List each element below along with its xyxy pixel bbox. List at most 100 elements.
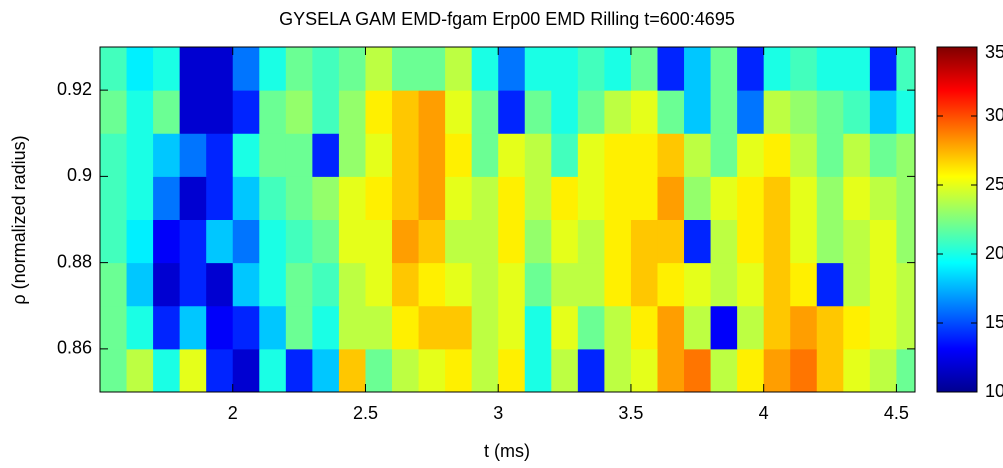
heatmap-cell — [710, 348, 738, 392]
heatmap-cell — [232, 47, 260, 91]
heatmap-cell — [684, 176, 712, 220]
heatmap-cell — [551, 90, 579, 134]
heatmap-cell — [710, 262, 738, 307]
heatmap-cell — [577, 47, 605, 91]
heatmap-cell — [498, 262, 526, 307]
heatmap-cell — [630, 47, 658, 91]
heatmap-cell — [153, 262, 181, 307]
heatmap-cell — [604, 176, 632, 220]
x-tick-label: 3.5 — [618, 403, 643, 423]
heatmap-cell — [179, 219, 207, 264]
heatmap-cell — [790, 176, 818, 220]
heatmap-cell — [312, 90, 340, 134]
heatmap-cell — [498, 176, 526, 220]
heatmap-cell — [206, 262, 234, 307]
heatmap-cell — [285, 133, 313, 177]
y-tick-label: 0.9 — [67, 165, 92, 185]
heatmap-cell — [445, 176, 473, 220]
heatmap-cell — [392, 219, 420, 264]
heatmap-cell — [365, 176, 393, 220]
heatmap-cell — [763, 348, 791, 392]
colorbar-tick-label: 35 — [985, 42, 1003, 62]
heatmap-cell — [710, 133, 738, 177]
heatmap-cell — [418, 262, 446, 307]
heatmap-cell — [179, 47, 207, 91]
heatmap-cell — [153, 305, 181, 350]
heatmap-cell — [657, 176, 685, 220]
y-tick-label: 0.88 — [57, 251, 92, 271]
heatmap-cell — [684, 219, 712, 264]
heatmap-cell — [312, 219, 340, 264]
heatmap-cell — [657, 47, 685, 91]
heatmap-cell — [365, 90, 393, 134]
heatmap-cell — [153, 176, 181, 220]
heatmap-cell — [869, 90, 897, 134]
heatmap-cell — [312, 348, 340, 392]
heatmap-cell — [896, 348, 915, 392]
heatmap-cell — [100, 305, 128, 350]
heatmap-cell — [763, 133, 791, 177]
heatmap-cell — [471, 305, 499, 350]
heatmap-cell — [338, 176, 366, 220]
y-axis-label: ρ (normalized radius) — [9, 135, 29, 304]
heatmap-cell — [206, 348, 234, 392]
heatmap-cell — [498, 133, 526, 177]
heatmap-cell — [471, 262, 499, 307]
heatmap-cell — [445, 133, 473, 177]
heatmap-cell — [816, 348, 844, 392]
heatmap-cell — [232, 262, 260, 307]
heatmap-cell — [471, 90, 499, 134]
heatmap-cell — [418, 90, 446, 134]
y-tick-label: 0.92 — [57, 79, 92, 99]
heatmap-cell — [737, 176, 765, 220]
heatmap-cell — [445, 262, 473, 307]
heatmap-cell — [285, 262, 313, 307]
heatmap-cell — [445, 47, 473, 91]
heatmap-cell — [365, 219, 393, 264]
heatmap-cell — [657, 305, 685, 350]
heatmap-cell — [418, 348, 446, 392]
heatmap-cell — [763, 47, 791, 91]
heatmap-cell — [179, 262, 207, 307]
heatmap-cell — [153, 47, 181, 91]
heatmap-cell — [790, 90, 818, 134]
heatmap-cell — [896, 305, 915, 350]
heatmap-cell — [100, 219, 128, 264]
heatmap-cell — [392, 348, 420, 392]
heatmap-cell — [365, 133, 393, 177]
heatmap-cell — [285, 348, 313, 392]
heatmap-cell — [551, 262, 579, 307]
heatmap-cell — [365, 305, 393, 350]
heatmap-cell — [843, 219, 871, 264]
heatmap-cell — [259, 47, 287, 91]
heatmap-cell — [524, 176, 552, 220]
heatmap-cell — [126, 305, 154, 350]
heatmap-cell — [896, 133, 915, 177]
heatmap-cell — [657, 262, 685, 307]
heatmap-cell — [418, 47, 446, 91]
heatmap-cell — [126, 133, 154, 177]
plot-frame — [99, 46, 916, 393]
heatmap-cell — [312, 133, 340, 177]
heatmap-cell — [604, 219, 632, 264]
heatmap-cell — [710, 47, 738, 91]
heatmap-cell — [684, 348, 712, 392]
heatmap-cell — [551, 219, 579, 264]
heatmap-cell — [604, 305, 632, 350]
heatmap-cell — [630, 90, 658, 134]
heatmap-cell — [577, 262, 605, 307]
heatmap-cell — [338, 262, 366, 307]
heatmap-cell — [763, 305, 791, 350]
heatmap-cell — [604, 47, 632, 91]
heatmap-cell — [392, 90, 420, 134]
heatmap-cell — [418, 176, 446, 220]
x-tick-label: 2.5 — [353, 403, 378, 423]
heatmap-cell — [551, 47, 579, 91]
heatmap-cell — [896, 90, 915, 134]
heatmap-cell — [232, 348, 260, 392]
heatmap-cell — [153, 90, 181, 134]
heatmap-cell — [763, 176, 791, 220]
heatmap-cell — [312, 176, 340, 220]
heatmap-cell — [259, 262, 287, 307]
heatmap-cell — [630, 262, 658, 307]
